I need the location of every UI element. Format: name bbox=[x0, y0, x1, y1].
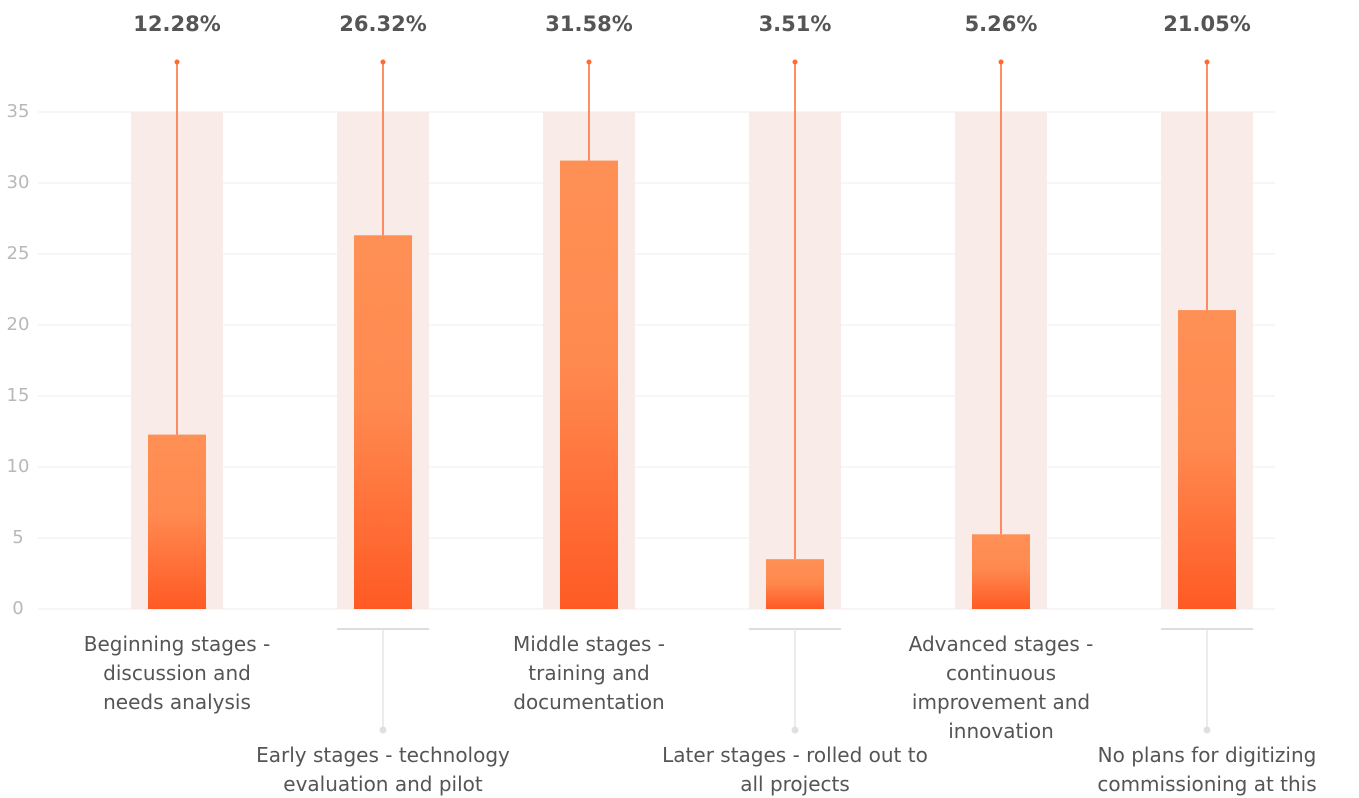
y-tick-label: 0 bbox=[12, 598, 23, 619]
y-tick-label: 5 bbox=[12, 527, 23, 548]
leader-dot bbox=[1203, 726, 1211, 734]
stem-dot bbox=[1204, 59, 1210, 65]
value-label: 3.51% bbox=[759, 12, 832, 36]
stem-dot bbox=[792, 59, 798, 65]
x-tick-label: Later stages - rolled out to all project… bbox=[662, 743, 928, 796]
value-label: 21.05% bbox=[1163, 12, 1250, 36]
x-tick-label: No plans for digitizing commissioning at… bbox=[1097, 743, 1317, 796]
value-label: 5.26% bbox=[965, 12, 1038, 36]
leader-dot bbox=[379, 726, 387, 734]
bar bbox=[354, 235, 412, 610]
y-tick-label: 30 bbox=[7, 172, 30, 193]
bar bbox=[148, 434, 206, 609]
stem-dot bbox=[998, 59, 1004, 65]
y-tick-label: 10 bbox=[7, 456, 30, 477]
x-tick-label: Beginning stages - discussion and needs … bbox=[83, 632, 271, 714]
value-label: 31.58% bbox=[545, 12, 632, 36]
y-tick-label: 25 bbox=[7, 243, 30, 264]
x-tick-label: Early stages - technology evaluation and… bbox=[256, 743, 510, 796]
y-tick-label: 35 bbox=[7, 101, 30, 122]
bar bbox=[972, 534, 1030, 609]
value-label: 26.32% bbox=[339, 12, 426, 36]
leader-dot bbox=[791, 726, 799, 734]
stem-dot bbox=[174, 59, 180, 65]
bar bbox=[560, 160, 618, 609]
stem-dot bbox=[380, 59, 386, 65]
y-tick-label: 20 bbox=[7, 314, 30, 335]
bar bbox=[766, 559, 824, 609]
y-tick-label: 15 bbox=[7, 385, 30, 406]
bar bbox=[1178, 310, 1236, 609]
value-label: 12.28% bbox=[133, 12, 220, 36]
stem-dot bbox=[586, 59, 592, 65]
x-tick-label: Advanced stages - continuous improvement… bbox=[908, 632, 1094, 743]
x-tick-label: Middle stages - training and documentati… bbox=[513, 632, 665, 714]
